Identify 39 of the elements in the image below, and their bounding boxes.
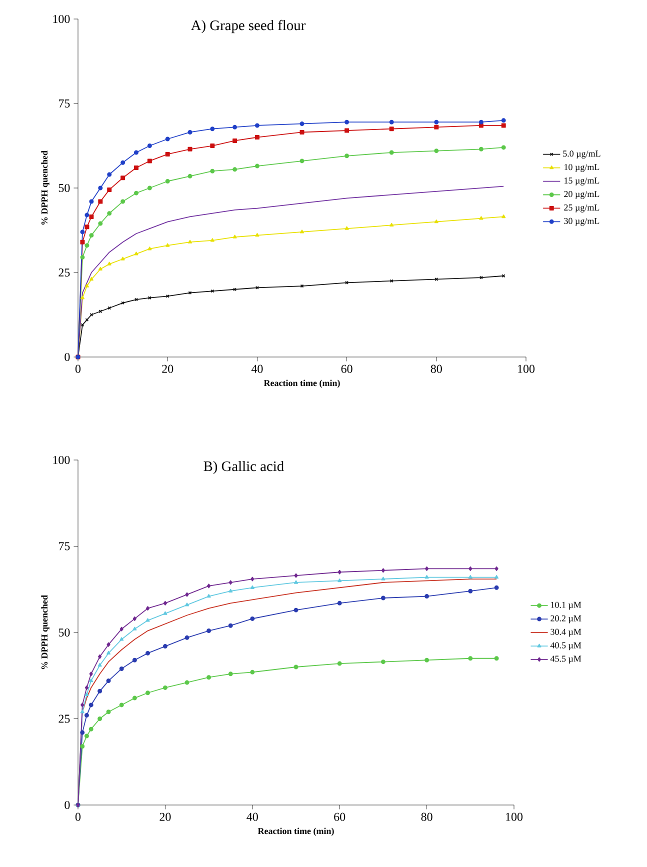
x-tick-label: 60 [341, 364, 352, 373]
legend-label: 5.0 µg/mL [563, 150, 600, 159]
x-tick-label: 60 [334, 812, 346, 821]
legend-label: 45.5 µM [550, 656, 582, 664]
legend-label: 20.2 µM [550, 615, 582, 624]
x-tick-label: 40 [251, 364, 263, 373]
legend-label: 40.5 µM [550, 642, 582, 650]
x-tick-label: 100 [506, 812, 523, 821]
x-tick-label: 80 [430, 364, 442, 373]
y-tick-label: 50 [58, 184, 70, 192]
x-tick-label: 100 [518, 364, 535, 373]
y-tick-label: 25 [58, 714, 70, 723]
chart-title: A) Grape seed flour [191, 20, 306, 34]
y-tick-label: 75 [58, 542, 70, 550]
y-tick-label: 0 [64, 800, 70, 810]
x-tick-label: 20 [160, 812, 171, 821]
y-tick-label: 100 [53, 456, 70, 464]
legend-label: 10.1 µM [551, 602, 582, 610]
y-tick-label: 25 [58, 268, 70, 277]
y-axis-title: % DPPH quenched [41, 595, 50, 670]
legend-label: 30 µg/mL [564, 218, 600, 226]
legend-label: 10 µg/mL [564, 164, 600, 172]
x-tick-label: 20 [162, 364, 174, 373]
y-tick-label: 0 [64, 352, 70, 362]
y-tick-label: 75 [58, 100, 70, 108]
legend-label: 20 µg/mL [564, 190, 600, 199]
x-tick-label: 40 [246, 812, 258, 821]
y-tick-label: 100 [53, 14, 70, 24]
legend-label: 25 µg/mL [564, 204, 600, 212]
x-axis-title: Reaction time (min) [258, 828, 334, 836]
x-axis-title: Reaction time (min) [264, 380, 340, 388]
x-tick-label: 0 [75, 812, 81, 821]
legend-label: 15 µg/mL [564, 178, 600, 186]
legend-label: 30.4 µM [550, 628, 582, 637]
x-tick-label: 0 [75, 364, 81, 373]
chart-title: B) Gallic acid [204, 460, 284, 474]
x-tick-label: 80 [421, 812, 432, 821]
y-tick-label: 50 [58, 628, 70, 637]
y-axis-title: % DPPH quenched [41, 150, 50, 225]
